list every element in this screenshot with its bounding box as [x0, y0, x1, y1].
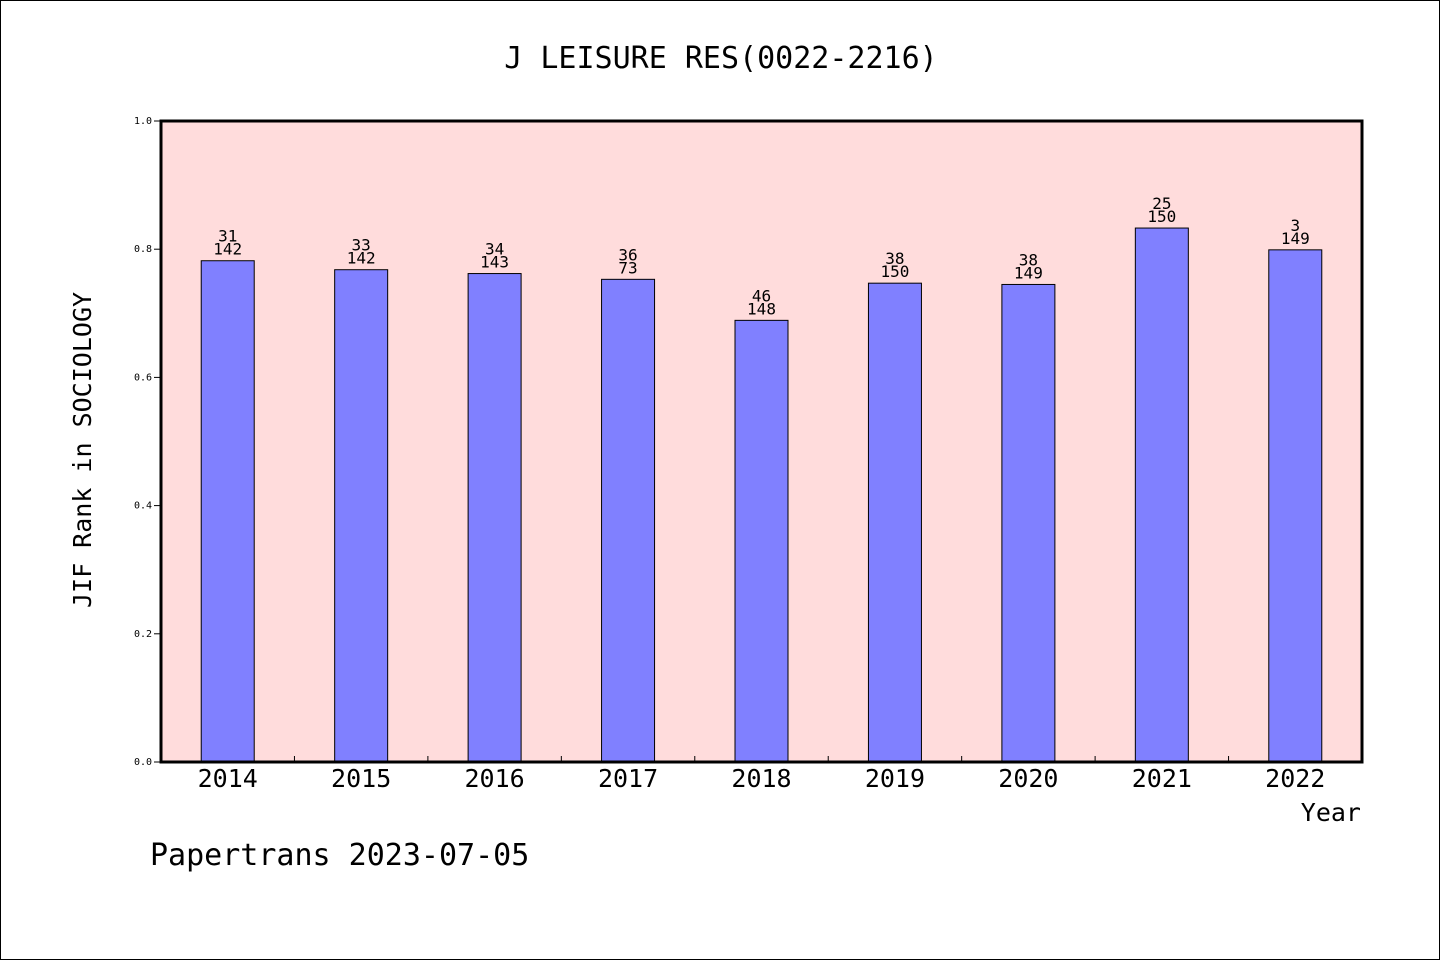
- bar-data-label: 25: [1152, 194, 1171, 213]
- y-tick-label: 0.0: [134, 757, 152, 768]
- y-tick-label: 1.0: [134, 116, 152, 127]
- x-tick-label: 2018: [731, 764, 791, 793]
- bar-data-label: 148: [747, 299, 776, 318]
- bar: [1268, 249, 1323, 763]
- bar-data-label: 149: [1014, 263, 1043, 282]
- bar-data-label: 149: [1281, 229, 1310, 248]
- bar-data-label: 31: [218, 227, 237, 246]
- bar-data-label: 143: [480, 253, 509, 272]
- bar-data-label: 33: [352, 236, 371, 255]
- footer-caption: Papertrans 2023-07-05: [150, 838, 529, 873]
- bar-data-label: 142: [213, 240, 242, 259]
- bar-data-label: 150: [1147, 207, 1176, 226]
- x-axis-label: Year: [1301, 798, 1361, 827]
- y-tick-label: 0.6: [134, 372, 152, 383]
- chart-title: J LEISURE RES(0022-2216): [504, 41, 937, 76]
- bar: [867, 282, 922, 763]
- bar-data-label: 38: [885, 249, 904, 268]
- bar: [1134, 227, 1189, 763]
- bar: [334, 269, 389, 763]
- y-tick-label: 0.8: [134, 244, 152, 255]
- bar-data-label: 3: [1290, 216, 1300, 235]
- x-tick-label: 2014: [198, 764, 258, 793]
- y-tick-label: 0.2: [134, 629, 152, 640]
- x-tick-label: 2015: [331, 764, 391, 793]
- x-tick-label: 2016: [465, 764, 525, 793]
- y-tick-label: 0.4: [134, 501, 152, 512]
- bar-data-label: 34: [485, 240, 504, 259]
- bar: [1001, 283, 1056, 763]
- x-tick-label: 2021: [1132, 764, 1192, 793]
- bar-data-label: 142: [347, 249, 376, 268]
- bar-data-label: 38: [1019, 250, 1038, 269]
- bar-data-label: 150: [880, 262, 909, 281]
- x-tick-label: 2020: [998, 764, 1058, 793]
- bar: [734, 319, 789, 763]
- bar: [467, 273, 522, 763]
- x-tick-label: 2022: [1265, 764, 1325, 793]
- plot-border: [159, 119, 1364, 764]
- y-axis-label: JIF Rank in SOCIOLOGY: [68, 292, 97, 608]
- x-tick-label: 2017: [598, 764, 658, 793]
- bar: [200, 260, 255, 763]
- bar-data-label: 36: [618, 245, 637, 264]
- bar-data-label: 73: [618, 258, 637, 277]
- x-tick-label: 2019: [865, 764, 925, 793]
- bar: [601, 278, 656, 763]
- bar-data-label: 46: [752, 286, 771, 305]
